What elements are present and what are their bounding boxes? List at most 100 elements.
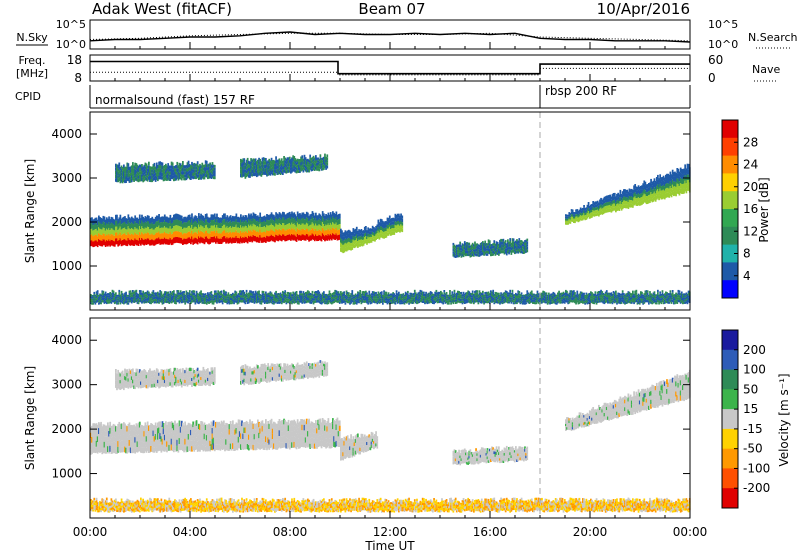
echo-cell — [362, 230, 365, 234]
nsky-series-line — [89, 31, 691, 43]
echo-cell — [176, 165, 179, 169]
echo-cell — [651, 181, 654, 186]
echo-cell — [318, 234, 321, 241]
echo-cell — [412, 299, 415, 302]
echo-cell — [242, 290, 245, 293]
echo-cell — [119, 173, 122, 177]
echo-cell — [375, 294, 377, 297]
echo-cell — [185, 168, 188, 171]
echo-cell — [243, 298, 246, 301]
echo-cell — [186, 175, 189, 179]
echo-cell — [308, 231, 310, 237]
echo-cell — [355, 238, 358, 243]
echo-cell — [134, 232, 137, 239]
echo-cell — [113, 225, 116, 231]
echo-cell — [173, 292, 175, 295]
echo-cell — [210, 220, 213, 226]
echo-cell — [391, 293, 393, 296]
echo-cell — [96, 299, 99, 303]
echo-cell — [257, 298, 259, 301]
echo-cell — [252, 298, 255, 301]
echo-cell — [573, 214, 575, 217]
echo-cell — [393, 224, 396, 229]
echo-cell — [643, 193, 646, 198]
echo-cell — [191, 230, 193, 237]
echo-cell — [234, 226, 237, 233]
echo-cell — [427, 292, 430, 295]
echo-cell — [213, 236, 216, 242]
echo-cell — [404, 298, 407, 301]
echo-cell — [601, 211, 604, 215]
echo-cell — [311, 159, 314, 163]
echo-cell — [598, 208, 600, 211]
echo-cell — [298, 229, 300, 236]
echo-cell — [312, 300, 315, 303]
echo-cell — [475, 253, 477, 257]
echo-cell — [258, 161, 260, 165]
echo-cell — [160, 169, 163, 173]
echo-cell — [165, 233, 167, 239]
echo-cell — [220, 297, 223, 301]
echo-cell — [188, 295, 191, 298]
echo-cell — [373, 298, 375, 301]
echo-cell — [151, 169, 154, 173]
echo-cell — [237, 227, 240, 233]
echo-cell — [470, 299, 473, 302]
echo-cell — [345, 239, 348, 244]
echo-cell — [129, 172, 132, 177]
echo-cell — [266, 295, 268, 298]
echo-cell — [388, 296, 391, 299]
echo-cell — [454, 299, 457, 302]
echo-cell — [249, 171, 251, 175]
echo-cell — [300, 230, 302, 236]
echo-cell — [337, 291, 340, 294]
echo-cell — [280, 170, 283, 174]
echo-cell — [457, 254, 459, 258]
echo-cell — [519, 240, 522, 243]
echo-cell — [138, 214, 141, 221]
echo-cell — [465, 242, 467, 246]
echo-cell — [278, 223, 281, 229]
echo-cell — [158, 165, 160, 169]
echo-cell — [635, 194, 638, 199]
echo-cell — [180, 232, 183, 239]
echo-cell — [157, 232, 159, 239]
echo-cell — [178, 220, 181, 227]
echo-cell — [478, 290, 481, 293]
echo-cell — [525, 239, 527, 243]
echo-cell — [613, 200, 616, 204]
echo-cell — [193, 172, 196, 176]
echo-cell — [355, 226, 358, 231]
echo-cell — [524, 242, 526, 246]
echo-cell — [480, 250, 483, 253]
echo-cell — [458, 300, 460, 303]
echo-cell — [348, 237, 350, 242]
echo-cell — [480, 295, 483, 298]
echo-cell — [388, 294, 391, 297]
echo-cell — [271, 296, 274, 299]
echo-cell — [674, 171, 676, 177]
echo-cell — [292, 168, 295, 172]
echo-cell — [161, 296, 164, 299]
echo-cell — [192, 234, 195, 240]
echo-cell — [141, 292, 143, 295]
echo-cell — [305, 164, 308, 168]
echo-cell — [357, 298, 359, 301]
echo-cell — [159, 299, 162, 303]
echo-cell — [346, 238, 349, 243]
echo-cell — [237, 299, 240, 302]
echo-cell — [168, 217, 171, 223]
echo-cell — [609, 198, 612, 202]
echo-cell — [380, 219, 383, 223]
echo-cell — [287, 157, 290, 161]
echo-cell — [315, 229, 317, 235]
echo-cell — [383, 222, 385, 226]
echo-cell — [226, 220, 229, 227]
echo-cell — [249, 290, 251, 293]
echo-cell — [142, 290, 145, 294]
echo-cell — [190, 293, 192, 296]
echo-cell — [280, 302, 283, 305]
echo-cell — [294, 296, 297, 299]
echo-cell — [250, 290, 252, 293]
echo-cell — [491, 251, 493, 254]
